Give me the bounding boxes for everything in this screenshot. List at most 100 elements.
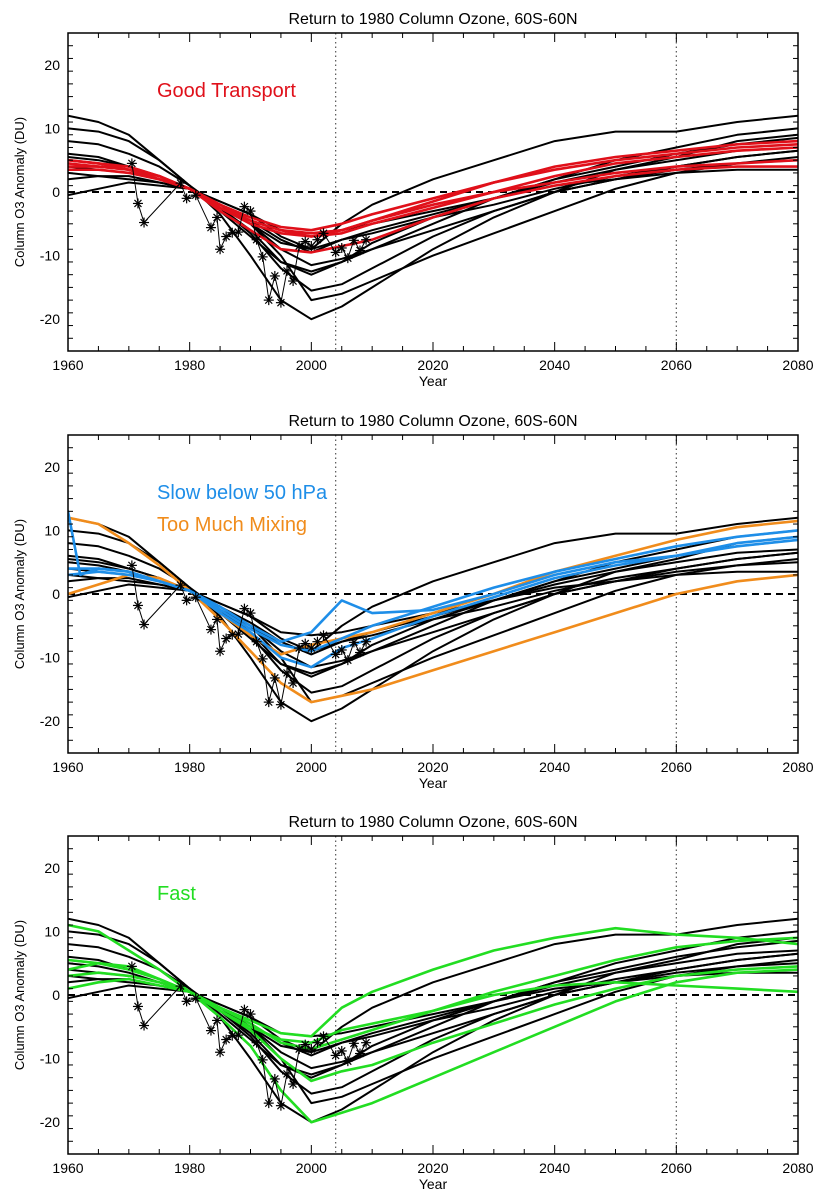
observation-marker: [227, 1030, 238, 1041]
observation-marker: [190, 993, 201, 1004]
observation-marker-stroke: [252, 1038, 261, 1047]
x-tick-label: 2000: [296, 357, 327, 373]
observation-marker-stroke: [337, 1047, 346, 1055]
x-tick-label: 2020: [417, 357, 448, 373]
observation-marker-stroke: [176, 581, 185, 590]
model-series-line: [68, 542, 798, 694]
observation-marker-stroke: [216, 647, 225, 656]
observation-marker: [221, 231, 232, 242]
observation-marker-stroke: [337, 646, 346, 654]
chart-title: Return to 1980 Column Ozone, 60S-60N: [288, 413, 577, 430]
observation-marker-stroke: [362, 1038, 371, 1047]
observation-marker-stroke: [240, 202, 249, 211]
observation-marker-stroke: [252, 235, 261, 244]
observation-marker: [300, 1039, 311, 1050]
observation-marker: [245, 1009, 256, 1020]
observation-marker: [212, 212, 223, 223]
observation-marker: [342, 253, 353, 264]
observation-marker: [288, 678, 299, 689]
observation-marker: [275, 297, 286, 308]
observation-marker: [205, 222, 216, 233]
observation-marker: [330, 649, 341, 660]
observation-marker-stroke: [240, 1005, 249, 1014]
observation-marker-stroke: [191, 191, 200, 200]
observation-marker-stroke: [331, 248, 340, 257]
observation-marker-stroke: [307, 644, 316, 652]
observation-marker-stroke: [213, 213, 221, 222]
observation-marker: [342, 655, 353, 666]
observation-marker-stroke: [349, 638, 358, 647]
x-tick-label: 2000: [296, 1160, 327, 1176]
observation-marker: [181, 193, 192, 204]
observation-marker-stroke: [191, 593, 200, 602]
observation-marker-stroke: [222, 1035, 231, 1044]
annotation-label: Slow below 50 hPa: [157, 482, 328, 504]
highlight-series-line: [68, 158, 798, 235]
observation-marker: [205, 1025, 216, 1036]
observation-marker: [330, 1050, 341, 1061]
observation-marker: [190, 190, 201, 201]
y-tick-label: -20: [40, 311, 60, 327]
observation-marker: [215, 244, 226, 255]
observation-marker-stroke: [213, 1016, 221, 1025]
observation-marker-stroke: [140, 620, 148, 629]
plot-area: [68, 114, 798, 321]
x-tick-label: 2060: [661, 759, 692, 775]
observation-marker: [361, 636, 372, 647]
observation-marker-stroke: [264, 698, 273, 707]
observation-marker: [348, 235, 359, 246]
observation-marker-stroke: [191, 994, 200, 1003]
observation-marker-stroke: [331, 650, 340, 659]
x-tick-label: 2080: [782, 1160, 813, 1176]
observation-marker: [132, 600, 143, 611]
x-axis-label: Year: [419, 775, 448, 791]
observation-marker: [306, 643, 317, 654]
observation-marker: [355, 245, 365, 256]
observation-marker-stroke: [301, 639, 310, 648]
observation-marker: [306, 1044, 317, 1055]
observation-marker-stroke: [222, 232, 231, 241]
observation-marker-stroke: [246, 207, 255, 216]
observation-marker: [355, 647, 365, 658]
observation-marker: [251, 234, 262, 245]
observation-marker-stroke: [283, 668, 291, 677]
observation-marker-stroke: [258, 654, 267, 663]
observation-marker: [318, 630, 329, 641]
observation-marker-stroke: [289, 1080, 298, 1088]
observation-marker-stroke: [216, 1048, 225, 1057]
observation-marker: [275, 699, 286, 710]
observation-marker: [294, 241, 305, 252]
observation-marker: [239, 201, 250, 212]
observation-marker: [215, 646, 226, 657]
observation-marker: [282, 1068, 292, 1079]
observation-marker: [233, 227, 244, 238]
x-tick-label: 2020: [417, 759, 448, 775]
y-tick-label: -20: [40, 713, 60, 729]
x-axis-label: Year: [419, 1176, 448, 1192]
annotation-label: Fast: [157, 883, 196, 905]
observation-marker-stroke: [140, 218, 148, 227]
x-tick-label: 2080: [782, 759, 813, 775]
observation-marker: [221, 633, 232, 644]
observation-marker: [245, 206, 256, 217]
observation-marker-stroke: [222, 634, 231, 643]
y-tick-label: 10: [44, 923, 60, 939]
x-tick-label: 2040: [539, 759, 570, 775]
observation-marker-stroke: [295, 1045, 304, 1053]
observation-marker: [205, 624, 216, 635]
observation-marker: [263, 1098, 274, 1109]
observation-marker-stroke: [343, 1057, 352, 1066]
observation-marker-stroke: [307, 1045, 316, 1053]
observation-marker: [361, 1037, 372, 1048]
y-tick-label: -10: [40, 248, 60, 264]
observation-marker-stroke: [307, 242, 316, 250]
observation-marker-stroke: [134, 199, 142, 208]
observation-marker: [336, 242, 347, 253]
observation-marker-stroke: [264, 296, 273, 305]
observation-marker-stroke: [127, 561, 136, 570]
observation-marker: [221, 1034, 232, 1045]
observation-marker-stroke: [356, 1049, 364, 1058]
observation-marker-stroke: [207, 1026, 215, 1035]
observation-marker: [269, 672, 280, 683]
y-tick-label: 20: [44, 860, 60, 876]
